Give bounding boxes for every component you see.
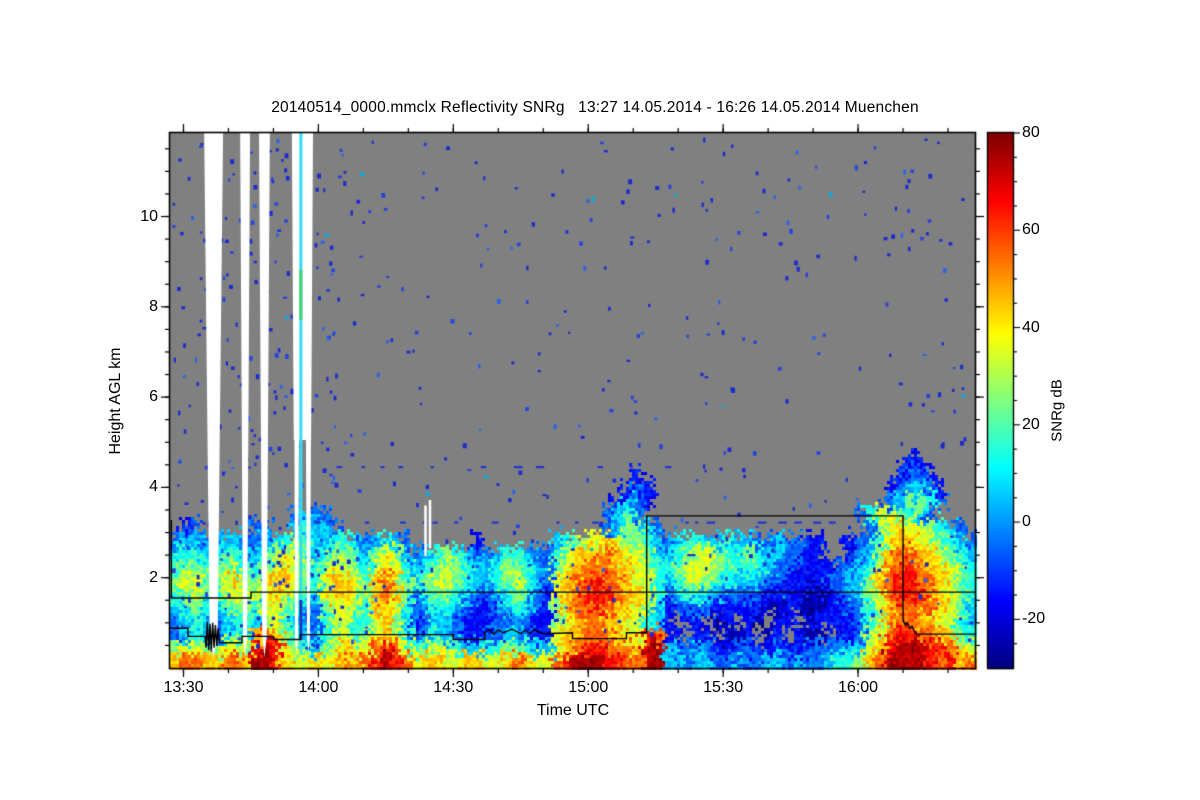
x-axis-title: Time UTC (536, 702, 610, 719)
y-tick-label: 10 (140, 207, 158, 225)
colorbar-tick-label: 0 (1022, 513, 1031, 531)
x-tick-label: 16:00 (838, 679, 879, 696)
x-tick-label: 14:00 (298, 679, 339, 696)
colorbar-tick-label: 80 (1022, 124, 1040, 141)
plot-title: 20140514_0000.mmclx Reflectivity SNRg 13… (271, 99, 919, 116)
y-tick-label: 2 (149, 568, 158, 586)
colorbar-tick-label: -20 (1022, 610, 1046, 628)
x-tick-label: 15:30 (703, 679, 744, 696)
colorbar-tick-label: 40 (1022, 318, 1040, 336)
y-tick-label: 6 (149, 388, 158, 406)
colorbar-tick-label: 60 (1022, 221, 1040, 239)
x-tick-label: 13:30 (163, 679, 204, 696)
colorbar-tick-label: 20 (1022, 415, 1040, 433)
x-tick-label: 15:00 (568, 679, 609, 696)
x-tick-label: 14:30 (433, 679, 474, 696)
y-tick-label: 4 (149, 478, 158, 496)
colorbar-title: SNRg dB (1048, 379, 1066, 442)
y-tick-label: 8 (149, 297, 158, 315)
